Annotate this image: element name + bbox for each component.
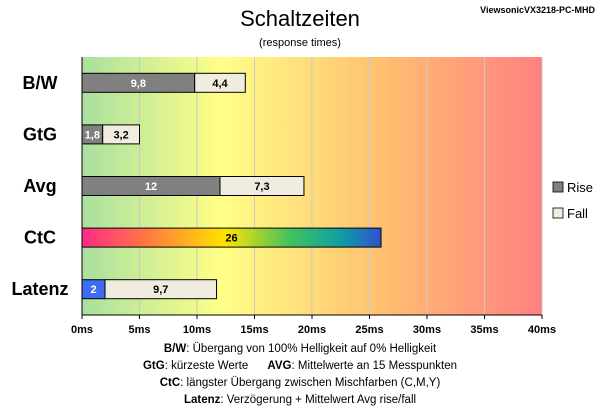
legend-rise-label: Rise	[567, 180, 593, 195]
category-label: Avg	[23, 176, 56, 196]
bar-fall	[194, 72, 246, 93]
note-ctc: CtC: längster Übergang zwischen Mischfar…	[159, 377, 441, 389]
chart-subtitle: (response times)	[259, 37, 341, 49]
data-label-rise: 26	[225, 233, 237, 245]
data-label-rise: 1,8	[85, 129, 100, 141]
legend: Rise Fall	[552, 180, 593, 221]
category-labels: B/W GtG Avg CtC Latenz	[11, 73, 68, 299]
legend-rise-swatch	[552, 181, 564, 193]
x-tick-label: 40ms	[528, 324, 556, 336]
x-tick-label: 30ms	[413, 324, 441, 336]
data-label-fall: 3,2	[113, 129, 128, 141]
chart-title: Schaltzeiten	[240, 6, 360, 31]
data-label-rise: 12	[145, 181, 157, 193]
x-tick-label: 0ms	[71, 324, 93, 336]
bar-fall	[104, 279, 218, 300]
x-tick-label: 5ms	[128, 324, 150, 336]
x-axis-ticks: 0ms 5ms 10ms 15ms 20ms 25ms 30ms 35ms 40ms	[71, 315, 556, 336]
x-tick-label: 10ms	[183, 324, 211, 336]
category-label: GtG	[23, 124, 57, 144]
data-label-rise: 9,8	[131, 78, 146, 90]
x-tick-label: 20ms	[298, 324, 326, 336]
category-label: B/W	[23, 73, 58, 93]
note-bw: B/W: Übergang von 100% Helligkeit auf 0%…	[163, 343, 437, 355]
note-latenz: Latenz: Verzögerung + Mittelwert Avg ris…	[183, 394, 417, 406]
note-gtg-avg: GtG: kürzeste Werte AVG: Mittelwerte an …	[142, 360, 458, 372]
data-label-fall: 9,7	[153, 284, 168, 296]
response-time-chart: Schaltzeiten (response times) ViewsonicV…	[11, 5, 595, 336]
footnotes: B/W: Übergang von 100% Helligkeit auf 0%…	[0, 341, 600, 409]
x-tick-label: 15ms	[240, 324, 268, 336]
data-label-rise: 2	[90, 284, 96, 296]
legend-fall-label: Fall	[567, 206, 588, 221]
category-label: Latenz	[11, 279, 68, 299]
data-label-fall: 4,4	[212, 78, 228, 90]
monitor-model-label: ViewsonicVX3218-PC-MHD	[480, 5, 595, 15]
data-label-fall: 7,3	[254, 181, 269, 193]
legend-fall-swatch	[552, 207, 564, 219]
x-tick-label: 25ms	[355, 324, 383, 336]
bar-fall	[102, 124, 140, 145]
category-label: CtC	[24, 228, 56, 248]
bar-rise	[81, 227, 382, 248]
x-tick-label: 35ms	[470, 324, 498, 336]
bar-fall	[219, 176, 305, 196]
bars: 9,8 4,4 1,8 3,2 12 7,3 26 2 9,7	[81, 72, 382, 300]
